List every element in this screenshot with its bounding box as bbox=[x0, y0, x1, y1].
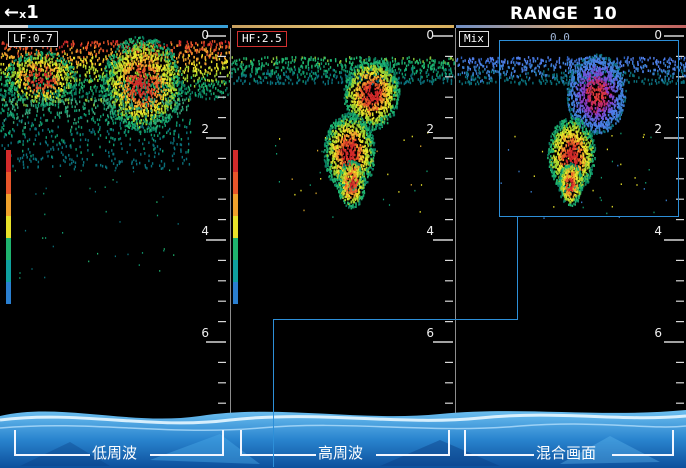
mix-depth-2: 2 bbox=[654, 122, 662, 136]
hf-gain-tag: HF:2.5 bbox=[237, 31, 287, 47]
mix-bracket-left bbox=[464, 430, 534, 456]
lf-color-scale-bar bbox=[6, 194, 11, 216]
hf-echogram bbox=[231, 35, 455, 404]
hf-color-scale-bar bbox=[233, 238, 238, 260]
mix-depth-0: 0 bbox=[654, 28, 662, 42]
mix-panel[interactable]: Mix 0.0 0 2 4 6 bbox=[456, 28, 686, 420]
lf-color-scale-bar bbox=[6, 172, 11, 194]
lf-color-scale-bar bbox=[6, 216, 11, 238]
top-bar: ←x1 RANGE 10 bbox=[0, 0, 686, 28]
zoom-value: 1 bbox=[26, 2, 39, 23]
zoom-connector-drop bbox=[273, 319, 274, 467]
hf-depth-0: 0 bbox=[426, 28, 434, 42]
range-label: RANGE bbox=[510, 4, 579, 24]
zoom-window-box[interactable] bbox=[499, 40, 679, 217]
accent-strip-lf bbox=[28, 25, 228, 28]
range-value: 10 bbox=[592, 4, 618, 24]
hf-depth-6: 6 bbox=[426, 326, 434, 340]
accent-strip-left bbox=[0, 25, 28, 28]
hf-label: 高周波 bbox=[318, 444, 364, 462]
mix-depth-6: 6 bbox=[654, 326, 662, 340]
hf-color-scale-bar bbox=[233, 216, 238, 238]
panel-divider-1 bbox=[230, 28, 231, 420]
lf-color-scale-bar bbox=[6, 150, 11, 172]
hf-depth-4: 4 bbox=[426, 224, 434, 238]
lf-color-scale-bar bbox=[6, 238, 11, 260]
mix-echogram bbox=[456, 35, 686, 404]
hf-color-scale-bar bbox=[233, 260, 238, 282]
range-readout: RANGE 10 bbox=[510, 4, 617, 24]
hf-color-scale-bar bbox=[233, 172, 238, 194]
lf-color-scale-bar bbox=[6, 282, 11, 304]
lf-color-scale-bar bbox=[6, 260, 11, 282]
lf-depth-4: 4 bbox=[201, 224, 209, 238]
accent-strip-hf bbox=[232, 25, 454, 28]
hf-bracket-right bbox=[376, 430, 450, 456]
mix-bracket-right bbox=[612, 430, 674, 456]
zoom-indicator[interactable]: ←x1 bbox=[4, 2, 39, 26]
hf-depth-2: 2 bbox=[426, 122, 434, 136]
mix-mode-tag: Mix bbox=[459, 31, 489, 47]
zoom-connector-horizontal bbox=[273, 319, 518, 320]
hf-bracket-left bbox=[240, 430, 316, 456]
hf-color-scale-bar bbox=[233, 282, 238, 304]
lf-depth-2: 2 bbox=[201, 122, 209, 136]
panel-divider-2 bbox=[455, 28, 456, 420]
zoom-multiplier-sign: x bbox=[19, 8, 27, 21]
lf-label: 低周波 bbox=[92, 444, 138, 462]
zoom-arrow-icon: ← bbox=[4, 2, 20, 23]
lf-bracket-right bbox=[150, 430, 224, 456]
zoom-connector-vertical bbox=[517, 216, 518, 320]
mix-depth-4: 4 bbox=[654, 224, 662, 238]
hf-panel[interactable]: HF:2.5 0 2 4 6 bbox=[231, 28, 455, 420]
hf-color-scale-bar bbox=[233, 194, 238, 216]
accent-strip-mix bbox=[456, 25, 686, 28]
lf-gain-tag: LF:0.7 bbox=[8, 31, 58, 47]
lf-bracket-left bbox=[14, 430, 90, 456]
lf-echogram bbox=[0, 35, 230, 404]
mix-label: 混合画面 bbox=[536, 444, 597, 462]
hf-color-scale-bar bbox=[233, 150, 238, 172]
lf-depth-0: 0 bbox=[201, 28, 209, 42]
lf-depth-6: 6 bbox=[201, 326, 209, 340]
lf-panel[interactable]: LF:0.7 0 2 4 6 bbox=[0, 28, 230, 420]
